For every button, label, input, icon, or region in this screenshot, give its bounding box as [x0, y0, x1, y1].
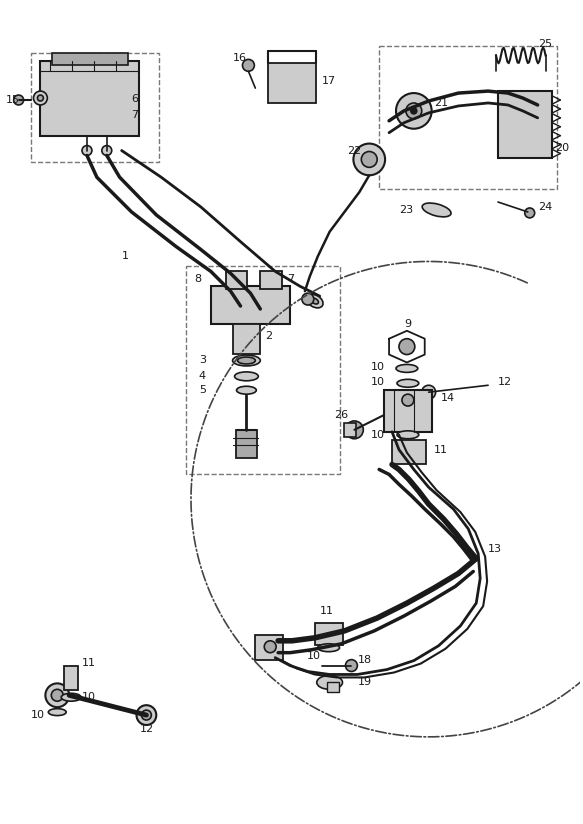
Text: 17: 17	[322, 76, 336, 87]
Text: 10: 10	[371, 377, 385, 387]
Text: 11: 11	[319, 606, 333, 616]
Text: 2: 2	[265, 330, 272, 341]
Bar	[326, 682, 339, 692]
Bar	[498, 91, 553, 158]
Text: 20: 20	[556, 143, 570, 152]
Text: 10: 10	[30, 710, 44, 720]
Circle shape	[402, 394, 414, 406]
Text: 10: 10	[82, 692, 96, 702]
Circle shape	[396, 93, 431, 129]
Bar	[233, 324, 260, 353]
Text: 24: 24	[538, 202, 552, 212]
Circle shape	[243, 59, 254, 72]
Text: 11: 11	[82, 658, 96, 667]
Circle shape	[264, 641, 276, 653]
Text: 5: 5	[199, 385, 206, 396]
Bar	[255, 634, 283, 660]
Bar	[268, 63, 316, 103]
Text: 10: 10	[307, 651, 321, 661]
Ellipse shape	[317, 676, 342, 690]
Ellipse shape	[237, 357, 255, 364]
Text: 10: 10	[371, 363, 385, 372]
Ellipse shape	[396, 364, 418, 372]
Text: 7: 7	[132, 110, 139, 119]
Circle shape	[353, 143, 385, 176]
Circle shape	[33, 91, 47, 105]
Circle shape	[346, 421, 363, 438]
Text: 16: 16	[233, 54, 247, 63]
Text: 3: 3	[199, 355, 206, 366]
Ellipse shape	[307, 294, 323, 308]
Text: 23: 23	[399, 205, 413, 215]
Text: 25: 25	[538, 39, 552, 49]
Bar	[384, 391, 431, 432]
Text: 22: 22	[347, 146, 361, 156]
Ellipse shape	[397, 431, 419, 438]
Text: 18: 18	[357, 654, 371, 665]
Ellipse shape	[397, 379, 419, 387]
Bar	[315, 623, 342, 644]
Circle shape	[13, 95, 23, 105]
Circle shape	[82, 146, 92, 156]
Text: 8: 8	[194, 274, 201, 284]
Bar	[64, 666, 78, 691]
Text: 19: 19	[357, 677, 371, 687]
Text: 12: 12	[139, 724, 153, 734]
Ellipse shape	[48, 709, 66, 715]
Text: 9: 9	[404, 319, 411, 329]
Circle shape	[399, 339, 415, 354]
Circle shape	[302, 293, 314, 305]
Text: 14: 14	[441, 393, 455, 403]
Ellipse shape	[311, 298, 318, 304]
Circle shape	[361, 152, 377, 167]
Text: 26: 26	[335, 410, 349, 420]
Circle shape	[422, 386, 436, 399]
Text: 12: 12	[498, 377, 512, 387]
Bar	[186, 266, 339, 475]
Bar	[226, 271, 247, 289]
Text: 1: 1	[122, 251, 129, 261]
Bar	[52, 54, 128, 65]
Text: 4: 4	[199, 372, 206, 382]
Circle shape	[142, 710, 152, 720]
Bar	[379, 45, 557, 190]
Bar	[30, 54, 159, 162]
Text: 13: 13	[488, 544, 502, 554]
Circle shape	[411, 108, 417, 114]
Text: 6: 6	[132, 94, 139, 104]
Circle shape	[406, 103, 422, 119]
Ellipse shape	[318, 644, 339, 652]
Ellipse shape	[233, 355, 260, 366]
Text: 15: 15	[6, 95, 20, 105]
Circle shape	[525, 208, 535, 218]
Bar	[345, 423, 356, 437]
Bar	[40, 61, 139, 136]
Text: 10: 10	[371, 430, 385, 440]
Text: 7: 7	[287, 274, 294, 284]
Ellipse shape	[61, 693, 81, 701]
Ellipse shape	[422, 203, 451, 217]
Bar	[392, 440, 426, 465]
Bar	[236, 430, 257, 457]
Circle shape	[45, 683, 69, 707]
Text: 11: 11	[434, 445, 448, 455]
Bar	[260, 271, 282, 289]
Ellipse shape	[234, 372, 258, 381]
Ellipse shape	[237, 386, 257, 394]
Circle shape	[51, 690, 63, 701]
Circle shape	[102, 146, 112, 156]
Circle shape	[346, 660, 357, 672]
Text: 21: 21	[434, 98, 448, 108]
Bar	[211, 286, 290, 324]
Circle shape	[37, 95, 43, 101]
Circle shape	[136, 705, 156, 725]
